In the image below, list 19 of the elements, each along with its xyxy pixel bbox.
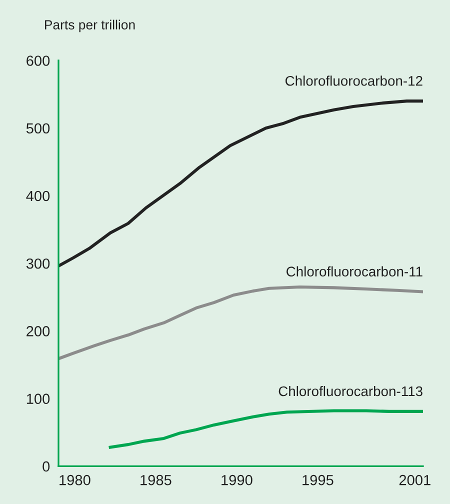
x-tick-label: 1995 [302, 474, 334, 486]
y-axis-title: Parts per trillion [45, 20, 135, 32]
y-tick-label: 600 [26, 56, 50, 66]
x-tick-label: 1980 [60, 474, 90, 486]
series-label: Chlorofluorocarbon-12 [286, 76, 422, 86]
y-tick-label: 0 [42, 461, 50, 472]
x-tick-label: 2001 [399, 474, 430, 486]
series-label: Chlorofluorocarbon-11 [286, 266, 422, 276]
line-series [58, 285, 423, 360]
x-tick-label: 1985 [140, 474, 172, 486]
y-tick-label: 200 [26, 326, 50, 336]
y-tick-label: 300 [26, 258, 50, 269]
y-tick-label: 400 [26, 190, 50, 202]
y-tick-label: 100 [26, 394, 50, 404]
line-series [108, 409, 423, 449]
series-label: Chlorofluorocarbon-113 [278, 386, 422, 396]
x-tick-label: 1990 [222, 474, 252, 486]
y-tick-label: 500 [26, 123, 50, 134]
line-series [58, 100, 423, 268]
